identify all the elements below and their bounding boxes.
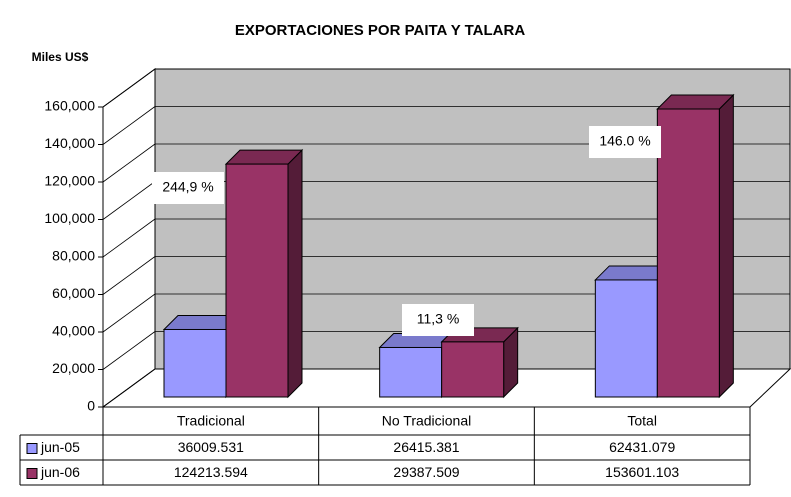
grid-line xyxy=(102,68,156,108)
bar-side xyxy=(287,148,303,399)
y-tick-label: 80,000 xyxy=(52,248,95,264)
grid-line xyxy=(102,218,156,258)
y-tick-label: 0 xyxy=(87,398,95,414)
table-value: 124213.594 xyxy=(174,464,248,480)
legend-swatch xyxy=(26,468,38,479)
table-value: 26415.381 xyxy=(393,439,459,455)
annotation: 146.0 % xyxy=(599,133,650,149)
x-tick-label: No Tradicional xyxy=(382,413,472,429)
grid-line xyxy=(102,143,156,183)
annotation: 244,9 % xyxy=(162,179,213,195)
bar-top xyxy=(656,94,735,110)
grid-line xyxy=(102,331,156,370)
grid-line xyxy=(102,293,156,333)
grid-line xyxy=(102,256,156,295)
x-tick-label: Tradicional xyxy=(177,413,245,429)
y-tick-label: 160,000 xyxy=(44,98,95,114)
y-tick-label: 100,000 xyxy=(44,210,95,226)
bar xyxy=(594,279,658,398)
table-value: 36009.531 xyxy=(178,439,244,455)
bar xyxy=(225,163,289,398)
y-tick-label: 60,000 xyxy=(52,285,95,301)
annotation: 11,3 % xyxy=(417,311,460,327)
annotation-box xyxy=(589,126,661,158)
y-tick-label: 40,000 xyxy=(52,323,95,339)
table-value: 62431.079 xyxy=(609,439,675,455)
grid-line xyxy=(102,368,156,408)
legend-label: jun-06 xyxy=(40,464,80,480)
grid-line xyxy=(102,181,156,220)
annotation-box xyxy=(402,304,474,336)
annotation-box xyxy=(152,172,224,204)
y-tick-label: 140,000 xyxy=(44,135,95,151)
legend-swatch xyxy=(26,443,38,454)
bar-side xyxy=(718,93,734,399)
bar xyxy=(656,108,720,398)
y-tick-label: 120,000 xyxy=(44,173,95,189)
x-tick-label: Total xyxy=(627,413,657,429)
bar xyxy=(163,328,227,398)
legend-label: jun-05 xyxy=(40,439,80,455)
bar-top xyxy=(224,149,304,165)
bar xyxy=(441,341,505,398)
y-tick-label: 20,000 xyxy=(52,360,95,376)
bar xyxy=(379,346,443,398)
table-value: 29387.509 xyxy=(393,464,459,480)
table-value: 153601.103 xyxy=(605,464,679,480)
y-axis-label: Miles US$ xyxy=(32,50,89,64)
grid-line xyxy=(102,106,156,145)
chart-title: EXPORTACIONES POR PAITA Y TALARA xyxy=(235,22,525,39)
